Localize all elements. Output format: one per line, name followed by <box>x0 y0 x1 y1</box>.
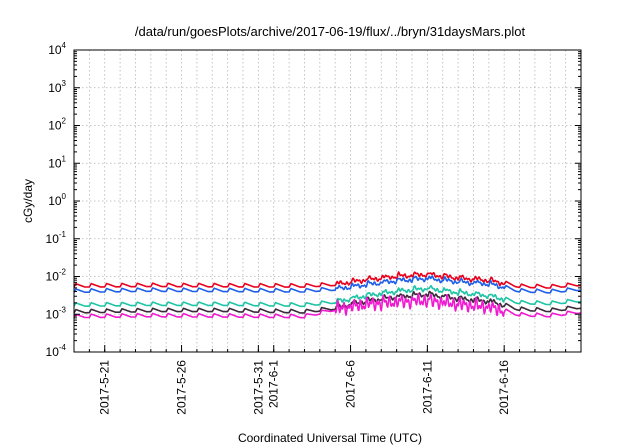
y-axis-label: cGy/day <box>21 179 35 223</box>
x-tick-label: 2017-5-21 <box>98 360 112 415</box>
y-tick-label: 10-1 <box>46 230 67 246</box>
grid <box>74 50 581 352</box>
x-axis-label: Coordinated Universal Time (UTC) <box>238 431 422 445</box>
y-tick-label: 104 <box>48 41 66 57</box>
x-axis: 2017-5-21 2017-5-26 2017-5-31 2017-6-1 2017-… <box>88 345 567 415</box>
chart-title: /data/run/goesPlots/archive/2017-06-19/f… <box>135 24 526 39</box>
x-tick-label: 2017-6-6 <box>344 360 358 408</box>
series-line <box>73 275 582 294</box>
y-tick-label: 101 <box>48 154 66 170</box>
x-tick-label: 2017-6-16 <box>497 360 511 415</box>
y-tick-label: 10-3 <box>46 305 67 321</box>
series-line <box>73 284 582 308</box>
y-tick-label: 102 <box>48 117 66 133</box>
series-line <box>73 290 582 314</box>
x-tick-label: 2017-6-11 <box>420 360 434 414</box>
x-tick-label: 2017-5-26 <box>175 360 189 415</box>
x-tick-label: 2017-5-31 <box>251 360 265 415</box>
y-tick-label: 10-4 <box>46 343 67 359</box>
y-axis: 10-4 10-3 10-2 10-1 100 101 102 103 104 <box>46 41 581 359</box>
series-line <box>73 292 582 319</box>
y-tick-label: 100 <box>48 192 66 208</box>
x-tick-label: 2017-6-1 <box>267 360 281 408</box>
y-tick-label: 103 <box>48 79 66 95</box>
y-tick-label: 10-2 <box>46 268 67 284</box>
series-layer <box>73 271 582 319</box>
series-line <box>73 271 582 289</box>
